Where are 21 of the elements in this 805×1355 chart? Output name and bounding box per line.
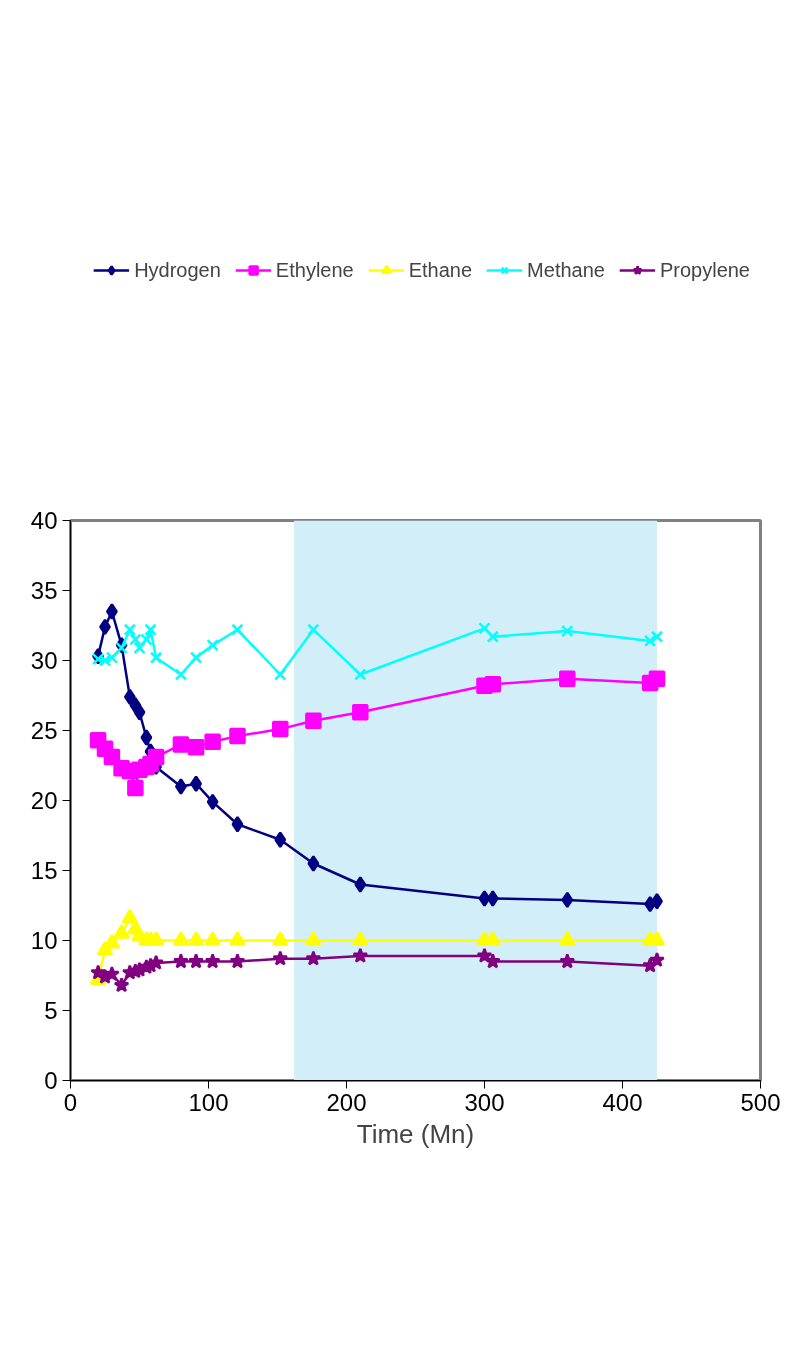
x-axis-title: Time (Mn) — [356, 1118, 475, 1149]
x-tick-label: 500 — [740, 1088, 781, 1116]
y-tick-label: 20 — [30, 787, 58, 814]
x-tick-label: 0 — [63, 1088, 78, 1116]
legend-label: Propylene — [659, 258, 750, 282]
legend-label: Ethane — [408, 258, 473, 282]
x-tick-label: 200 — [326, 1088, 367, 1116]
y-tick-label: 0 — [44, 1067, 58, 1094]
y-tick-label: 35 — [30, 577, 58, 604]
legend-label: Ethylene — [275, 258, 354, 282]
y-tick-label: 15 — [30, 857, 58, 884]
x-tick-label: 100 — [188, 1088, 229, 1116]
y-tick-label: 40 — [30, 507, 58, 534]
y-tick-label: 25 — [30, 717, 58, 744]
legend-label: Methane — [527, 258, 605, 282]
x-tick-label: 400 — [602, 1088, 643, 1116]
legend-label: Hydrogen — [134, 258, 221, 282]
y-tick-label: 5 — [44, 997, 58, 1024]
x-tick-label: 300 — [464, 1088, 505, 1116]
y-tick-label: 30 — [30, 647, 58, 674]
y-tick-label: 10 — [30, 927, 58, 954]
